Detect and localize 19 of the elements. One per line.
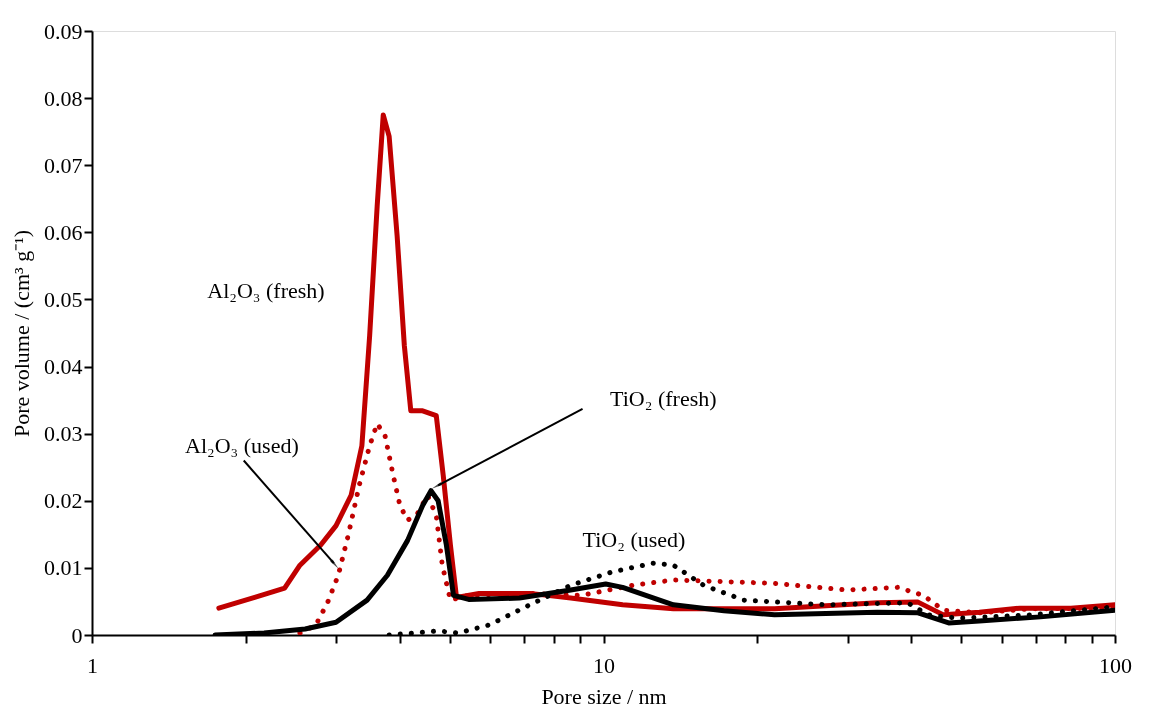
y-tick-label: 0.09: [44, 18, 83, 44]
y-axis-title: Pore volume / (cm³ g⁻¹): [9, 229, 34, 438]
y-tick-label: 0: [71, 622, 83, 648]
text: Al₂O₃ (fresh): [207, 278, 325, 304]
y-tick-label: 0.05: [44, 286, 83, 312]
text: Al₂O₃ (used): [185, 432, 299, 458]
y-tick-label: 0.04: [44, 354, 83, 380]
x-tick-label: 1: [87, 652, 98, 678]
y-tick-label: 0.07: [44, 152, 83, 178]
y-tick-label: 0.06: [44, 219, 83, 245]
y-tick-label: 0.03: [44, 421, 83, 447]
y-tick-label: 0.08: [44, 85, 83, 111]
text: TiO₂ (fresh): [610, 385, 717, 411]
x-tick-label: 10: [593, 652, 615, 678]
series-label: TiO₂ (used): [582, 527, 686, 553]
y-tick-label: 0.02: [44, 488, 83, 514]
y-tick-label: 0.01: [44, 555, 83, 581]
x-tick-label: 100: [1099, 652, 1132, 678]
x-axis-title: Pore size / nm: [541, 683, 667, 709]
